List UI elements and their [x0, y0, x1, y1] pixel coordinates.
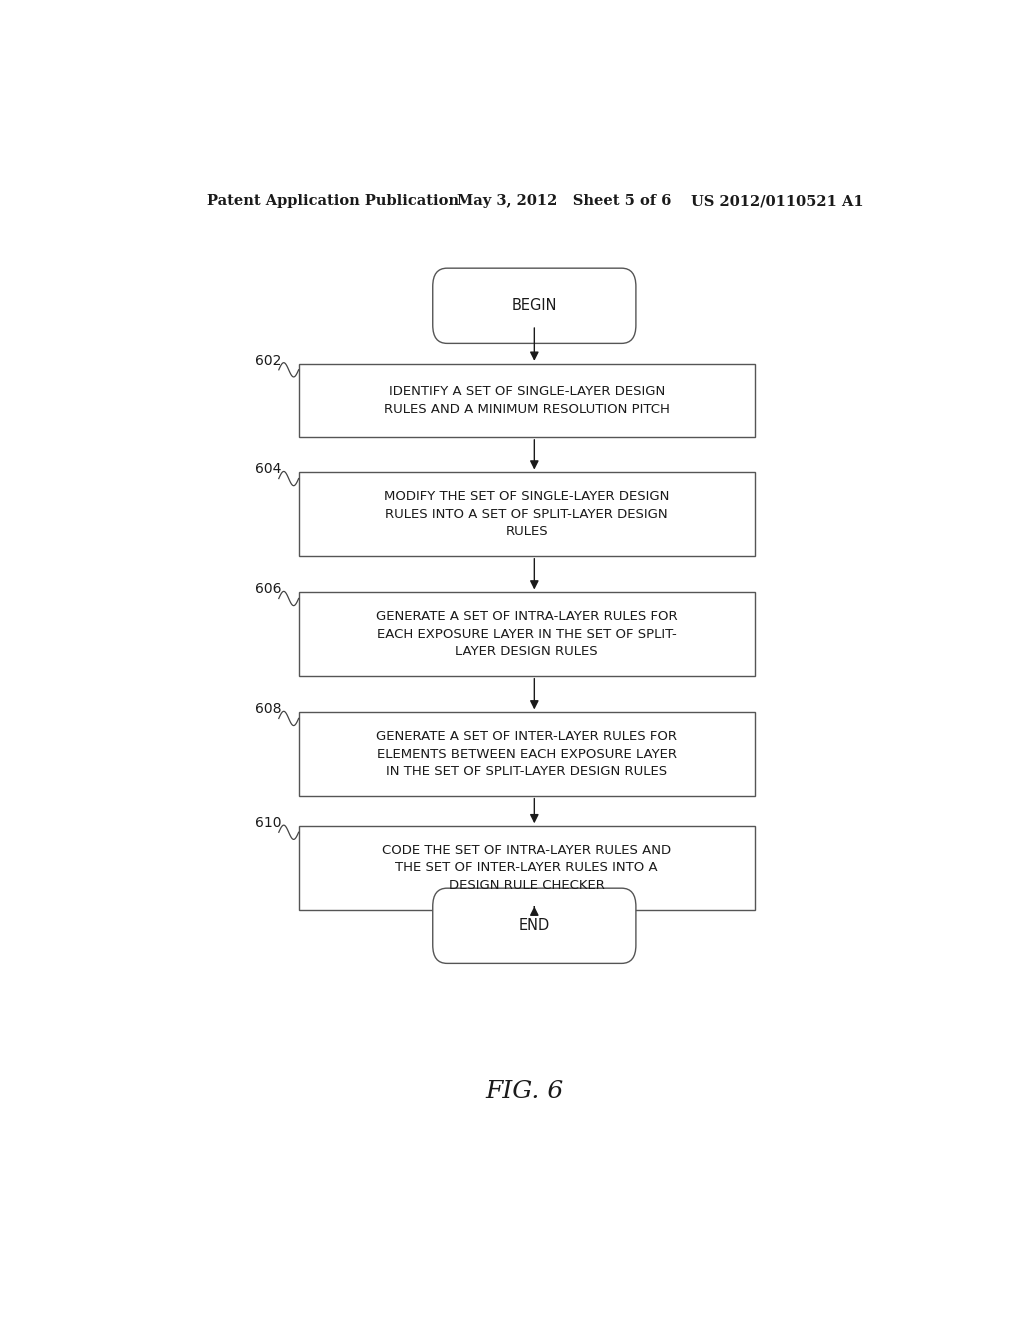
Text: BEGIN: BEGIN — [512, 298, 557, 313]
Text: GENERATE A SET OF INTRA-LAYER RULES FOR
EACH EXPOSURE LAYER IN THE SET OF SPLIT-: GENERATE A SET OF INTRA-LAYER RULES FOR … — [376, 610, 678, 659]
FancyBboxPatch shape — [433, 268, 636, 343]
Text: 602: 602 — [255, 354, 282, 368]
Bar — [299, 713, 755, 796]
Text: May 3, 2012   Sheet 5 of 6: May 3, 2012 Sheet 5 of 6 — [458, 194, 672, 209]
Text: 604: 604 — [255, 462, 282, 477]
Text: IDENTIFY A SET OF SINGLE-LAYER DESIGN
RULES AND A MINIMUM RESOLUTION PITCH: IDENTIFY A SET OF SINGLE-LAYER DESIGN RU… — [384, 385, 670, 416]
Text: MODIFY THE SET OF SINGLE-LAYER DESIGN
RULES INTO A SET OF SPLIT-LAYER DESIGN
RUL: MODIFY THE SET OF SINGLE-LAYER DESIGN RU… — [384, 490, 670, 539]
Bar — [299, 364, 755, 437]
Text: US 2012/0110521 A1: US 2012/0110521 A1 — [691, 194, 864, 209]
Text: FIG. 6: FIG. 6 — [485, 1080, 564, 1104]
Bar — [299, 593, 755, 676]
Text: END: END — [519, 919, 550, 933]
FancyBboxPatch shape — [433, 888, 636, 964]
Text: GENERATE A SET OF INTER-LAYER RULES FOR
ELEMENTS BETWEEN EACH EXPOSURE LAYER
IN : GENERATE A SET OF INTER-LAYER RULES FOR … — [376, 730, 677, 777]
Text: 606: 606 — [255, 582, 282, 597]
Text: CODE THE SET OF INTRA-LAYER RULES AND
THE SET OF INTER-LAYER RULES INTO A
DESIGN: CODE THE SET OF INTRA-LAYER RULES AND TH… — [382, 843, 672, 892]
Text: 610: 610 — [255, 816, 282, 830]
Bar — [299, 473, 755, 556]
Bar — [299, 826, 755, 909]
Text: 608: 608 — [255, 702, 282, 717]
Text: Patent Application Publication: Patent Application Publication — [207, 194, 460, 209]
